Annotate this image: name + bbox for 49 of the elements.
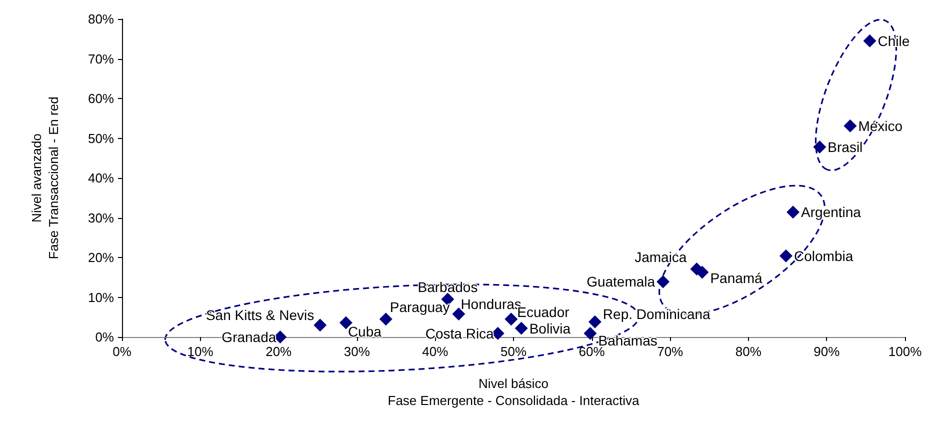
y-tick-label: 0% bbox=[95, 330, 114, 344]
x-tick-label: 70% bbox=[657, 344, 684, 359]
x-tick-label: 30% bbox=[344, 344, 370, 359]
y-tick-label: 60% bbox=[88, 91, 114, 106]
x-axis-title: Nivel básico Fase Emergente - Consolidada - Interactiva bbox=[388, 376, 640, 408]
annotation: Bolivia bbox=[529, 320, 571, 336]
annotation: Chile bbox=[878, 32, 910, 49]
annotation: Colombia bbox=[794, 248, 854, 264]
y-tick-label: 50% bbox=[88, 130, 114, 146]
annotation: Brasil bbox=[828, 138, 863, 155]
annotation: Jamaica bbox=[634, 249, 687, 266]
point bbox=[379, 312, 392, 326]
point bbox=[844, 119, 857, 132]
x-tick-label: 0% bbox=[112, 344, 132, 359]
y-tick-label: 40% bbox=[88, 170, 114, 186]
y-tick-label: 20% bbox=[88, 250, 114, 265]
point bbox=[779, 249, 792, 262]
point bbox=[588, 315, 602, 328]
annotation: Granada bbox=[222, 329, 276, 345]
point bbox=[813, 140, 826, 154]
annotation: Guatemala bbox=[586, 274, 656, 290]
x-tick-label: 40% bbox=[422, 344, 449, 359]
y-tick-label: 80% bbox=[88, 12, 114, 26]
y-tick-label: 10% bbox=[88, 290, 114, 305]
annotation: San Kitts & Nevis bbox=[206, 307, 314, 324]
annotation: Cuba bbox=[348, 324, 382, 340]
x-tick-label: 80% bbox=[735, 344, 762, 359]
x-tick-label: 100% bbox=[888, 344, 922, 359]
point bbox=[584, 326, 597, 340]
annotation: Paraguay bbox=[390, 299, 450, 316]
y-tick-label: 30% bbox=[88, 210, 114, 226]
annotation: Panamá bbox=[710, 270, 763, 286]
x-tick-label: 50% bbox=[500, 344, 527, 359]
point bbox=[863, 34, 876, 48]
annotation: México bbox=[858, 118, 903, 134]
point bbox=[656, 275, 670, 288]
annotation: Costa Rica bbox=[425, 325, 494, 342]
point bbox=[786, 206, 800, 219]
point bbox=[696, 266, 709, 279]
point bbox=[514, 322, 528, 335]
point bbox=[504, 312, 518, 326]
annotation: Argentina bbox=[801, 204, 862, 220]
point bbox=[314, 318, 327, 332]
x-tick-label: 10% bbox=[187, 344, 214, 359]
y-axis-title: Nivel avanzado Fase Transaccional - En red bbox=[29, 96, 61, 260]
annotation: Barbados bbox=[418, 279, 478, 296]
x-tick-label: 20% bbox=[266, 344, 292, 359]
x-tick-label: 90% bbox=[814, 344, 840, 359]
y-tick-label: 70% bbox=[88, 51, 114, 66]
